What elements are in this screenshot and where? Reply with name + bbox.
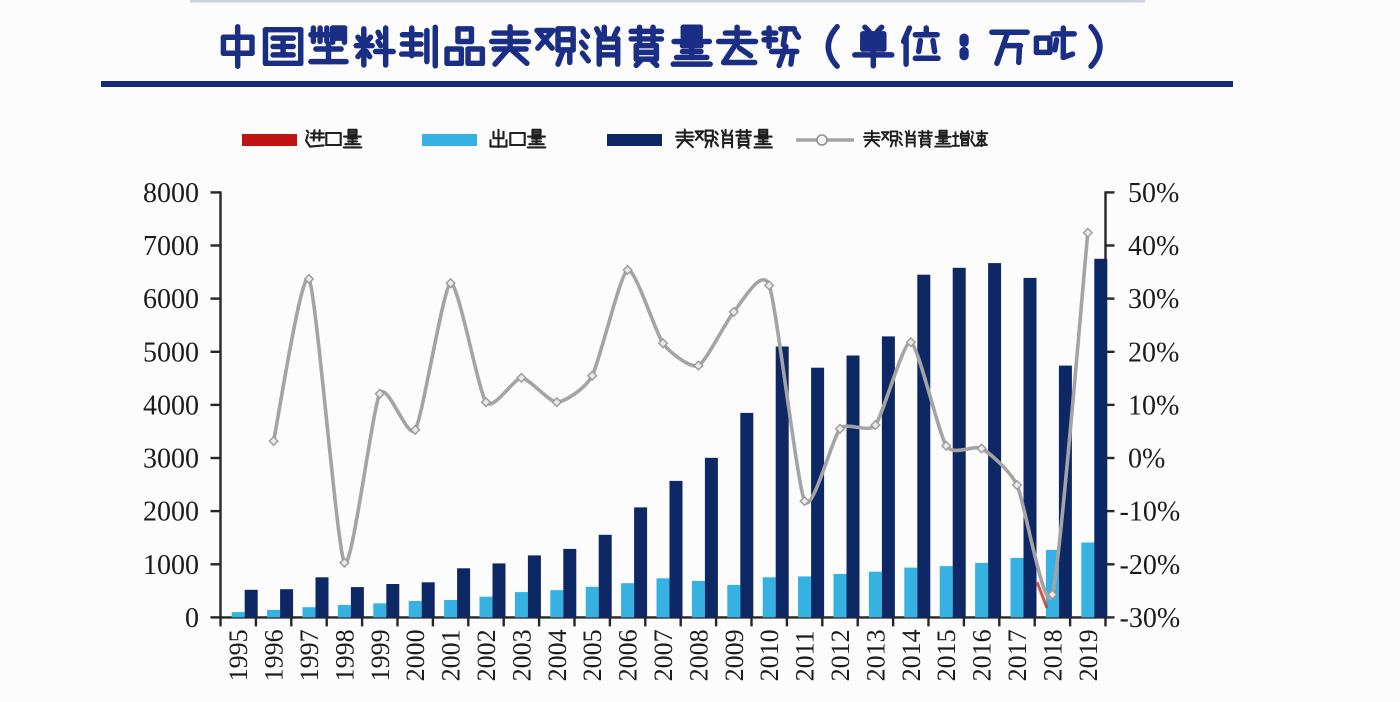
svg-text:7000: 7000 <box>143 231 199 262</box>
svg-text:2017: 2017 <box>1003 629 1032 681</box>
svg-text:2006: 2006 <box>614 629 643 681</box>
svg-text:8000: 8000 <box>143 178 199 209</box>
svg-text:2014: 2014 <box>897 629 926 681</box>
svg-text:2000: 2000 <box>143 497 199 528</box>
svg-text:-30%: -30% <box>1120 603 1181 634</box>
svg-text:20%: 20% <box>1128 337 1179 368</box>
svg-text:0: 0 <box>185 603 199 634</box>
svg-text:0%: 0% <box>1128 444 1165 475</box>
svg-text:2003: 2003 <box>507 629 536 681</box>
svg-text:30%: 30% <box>1128 284 1179 315</box>
svg-text:3000: 3000 <box>143 444 199 475</box>
svg-text:2013: 2013 <box>861 629 890 681</box>
svg-text:2007: 2007 <box>649 629 678 681</box>
svg-text:5000: 5000 <box>143 337 199 368</box>
svg-text:2012: 2012 <box>826 629 855 681</box>
svg-text:-20%: -20% <box>1120 550 1181 581</box>
svg-text:1999: 1999 <box>366 629 395 681</box>
svg-text:40%: 40% <box>1128 231 1179 262</box>
svg-text:2004: 2004 <box>543 629 572 681</box>
svg-text:10%: 10% <box>1128 390 1179 421</box>
svg-text:2005: 2005 <box>578 629 607 681</box>
svg-text:1000: 1000 <box>143 550 199 581</box>
svg-text:2019: 2019 <box>1074 629 1103 681</box>
svg-text:2016: 2016 <box>968 629 997 681</box>
svg-text:1998: 1998 <box>330 629 359 681</box>
svg-text:6000: 6000 <box>143 284 199 315</box>
svg-text:-10%: -10% <box>1120 497 1181 528</box>
svg-text:2002: 2002 <box>472 629 501 681</box>
svg-text:2009: 2009 <box>720 629 749 681</box>
svg-text:2011: 2011 <box>791 630 820 681</box>
svg-text:2010: 2010 <box>755 629 784 681</box>
svg-text:2008: 2008 <box>684 629 713 681</box>
svg-text:2015: 2015 <box>932 629 961 681</box>
svg-text:1996: 1996 <box>260 629 289 681</box>
svg-text:1995: 1995 <box>224 629 253 681</box>
svg-text:50%: 50% <box>1128 178 1179 209</box>
svg-text:2018: 2018 <box>1038 629 1067 681</box>
svg-text:1997: 1997 <box>295 629 324 681</box>
svg-text:4000: 4000 <box>143 390 199 421</box>
svg-text:2001: 2001 <box>437 629 466 681</box>
svg-text:2000: 2000 <box>401 629 430 681</box>
